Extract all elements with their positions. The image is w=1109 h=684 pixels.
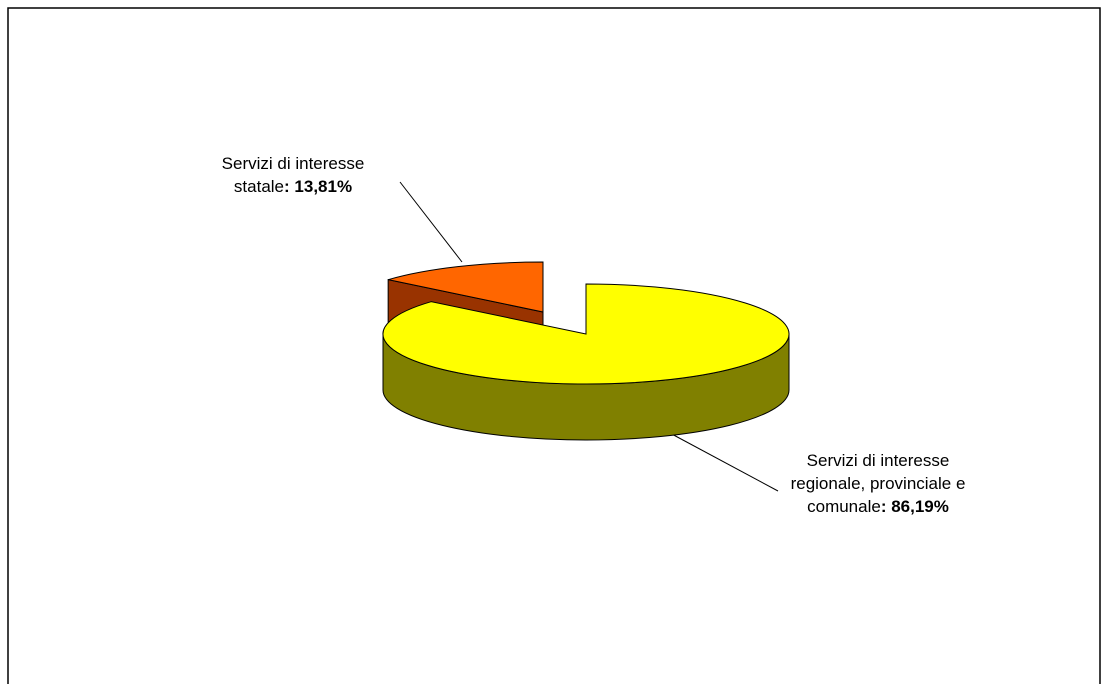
slice-label-statale-line1: Servizi di interesse [221, 154, 365, 173]
leader-line-regionale [667, 431, 779, 492]
slice-label-regionale-line3: comunale [807, 497, 881, 516]
leader-line-statale [399, 181, 463, 263]
slice-value-statale: 13,81% [294, 177, 353, 196]
slice-label-statale: Servizi di interesse statale: 13,81% [198, 152, 388, 198]
slice-0-top-face [388, 261, 544, 313]
slice-1-top-face [382, 283, 790, 385]
slice-separator-statale: : [284, 177, 295, 196]
slice-label-regionale: Servizi di interesse regionale, provinci… [778, 449, 978, 518]
slice-value-regionale: 86,19% [891, 497, 949, 516]
slice-separator-regionale: : [880, 497, 892, 516]
slice-label-regionale-line1: Servizi di interesse [806, 451, 950, 470]
chart-border [7, 7, 1101, 684]
slice-label-statale-line2: statale [233, 177, 285, 196]
pie-group [382, 261, 790, 441]
slice-label-regionale-line2: regionale, provinciale e [790, 474, 966, 493]
